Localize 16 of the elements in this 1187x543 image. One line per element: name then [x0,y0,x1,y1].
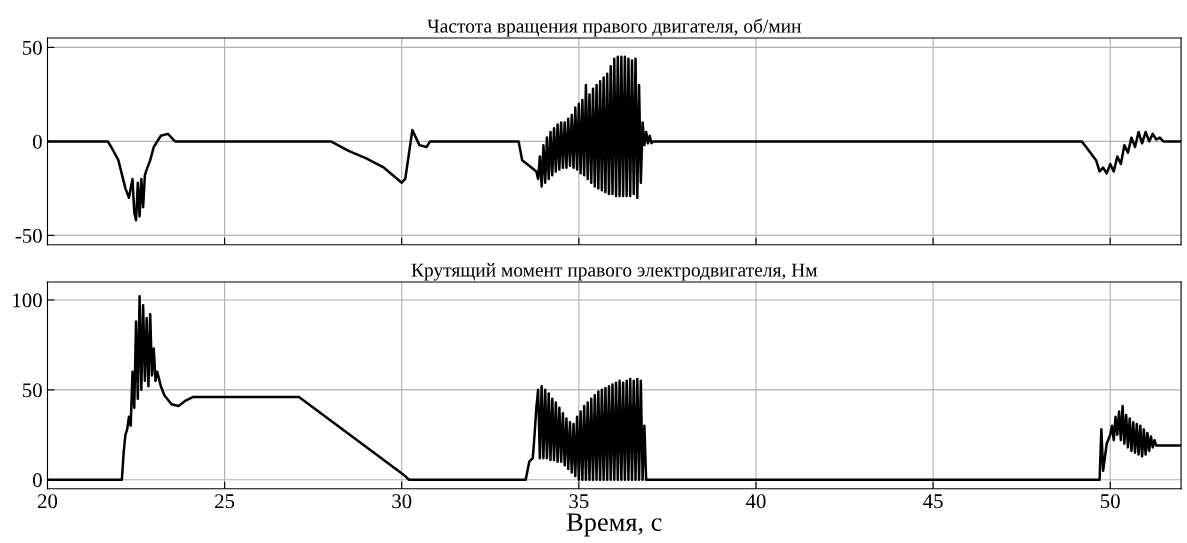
chart-title: Крутящий момент правого электродвигателя, Нм [411,263,818,281]
x-tick-label: 30 [392,494,412,509]
x-axis-title: Время, с [566,513,662,537]
y-tick-label: 50 [23,40,42,55]
x-tick-label: 25 [215,494,235,509]
chart-title: Частота вращения правого двигателя, об/мин [427,18,801,37]
y-tick-label: -50 [15,228,42,243]
y-tick-label: 100 [13,293,42,308]
x-tick-label: 45 [923,494,943,509]
x-tick-label: 50 [1101,494,1120,509]
x-tick-label: 40 [745,494,766,509]
x-tick-label: 20 [37,494,58,509]
y-tick-label: 0 [33,473,42,488]
y-tick-label: 50 [23,383,42,398]
y-tick-label: 0 [33,134,42,149]
x-tick-label: 35 [569,494,589,509]
